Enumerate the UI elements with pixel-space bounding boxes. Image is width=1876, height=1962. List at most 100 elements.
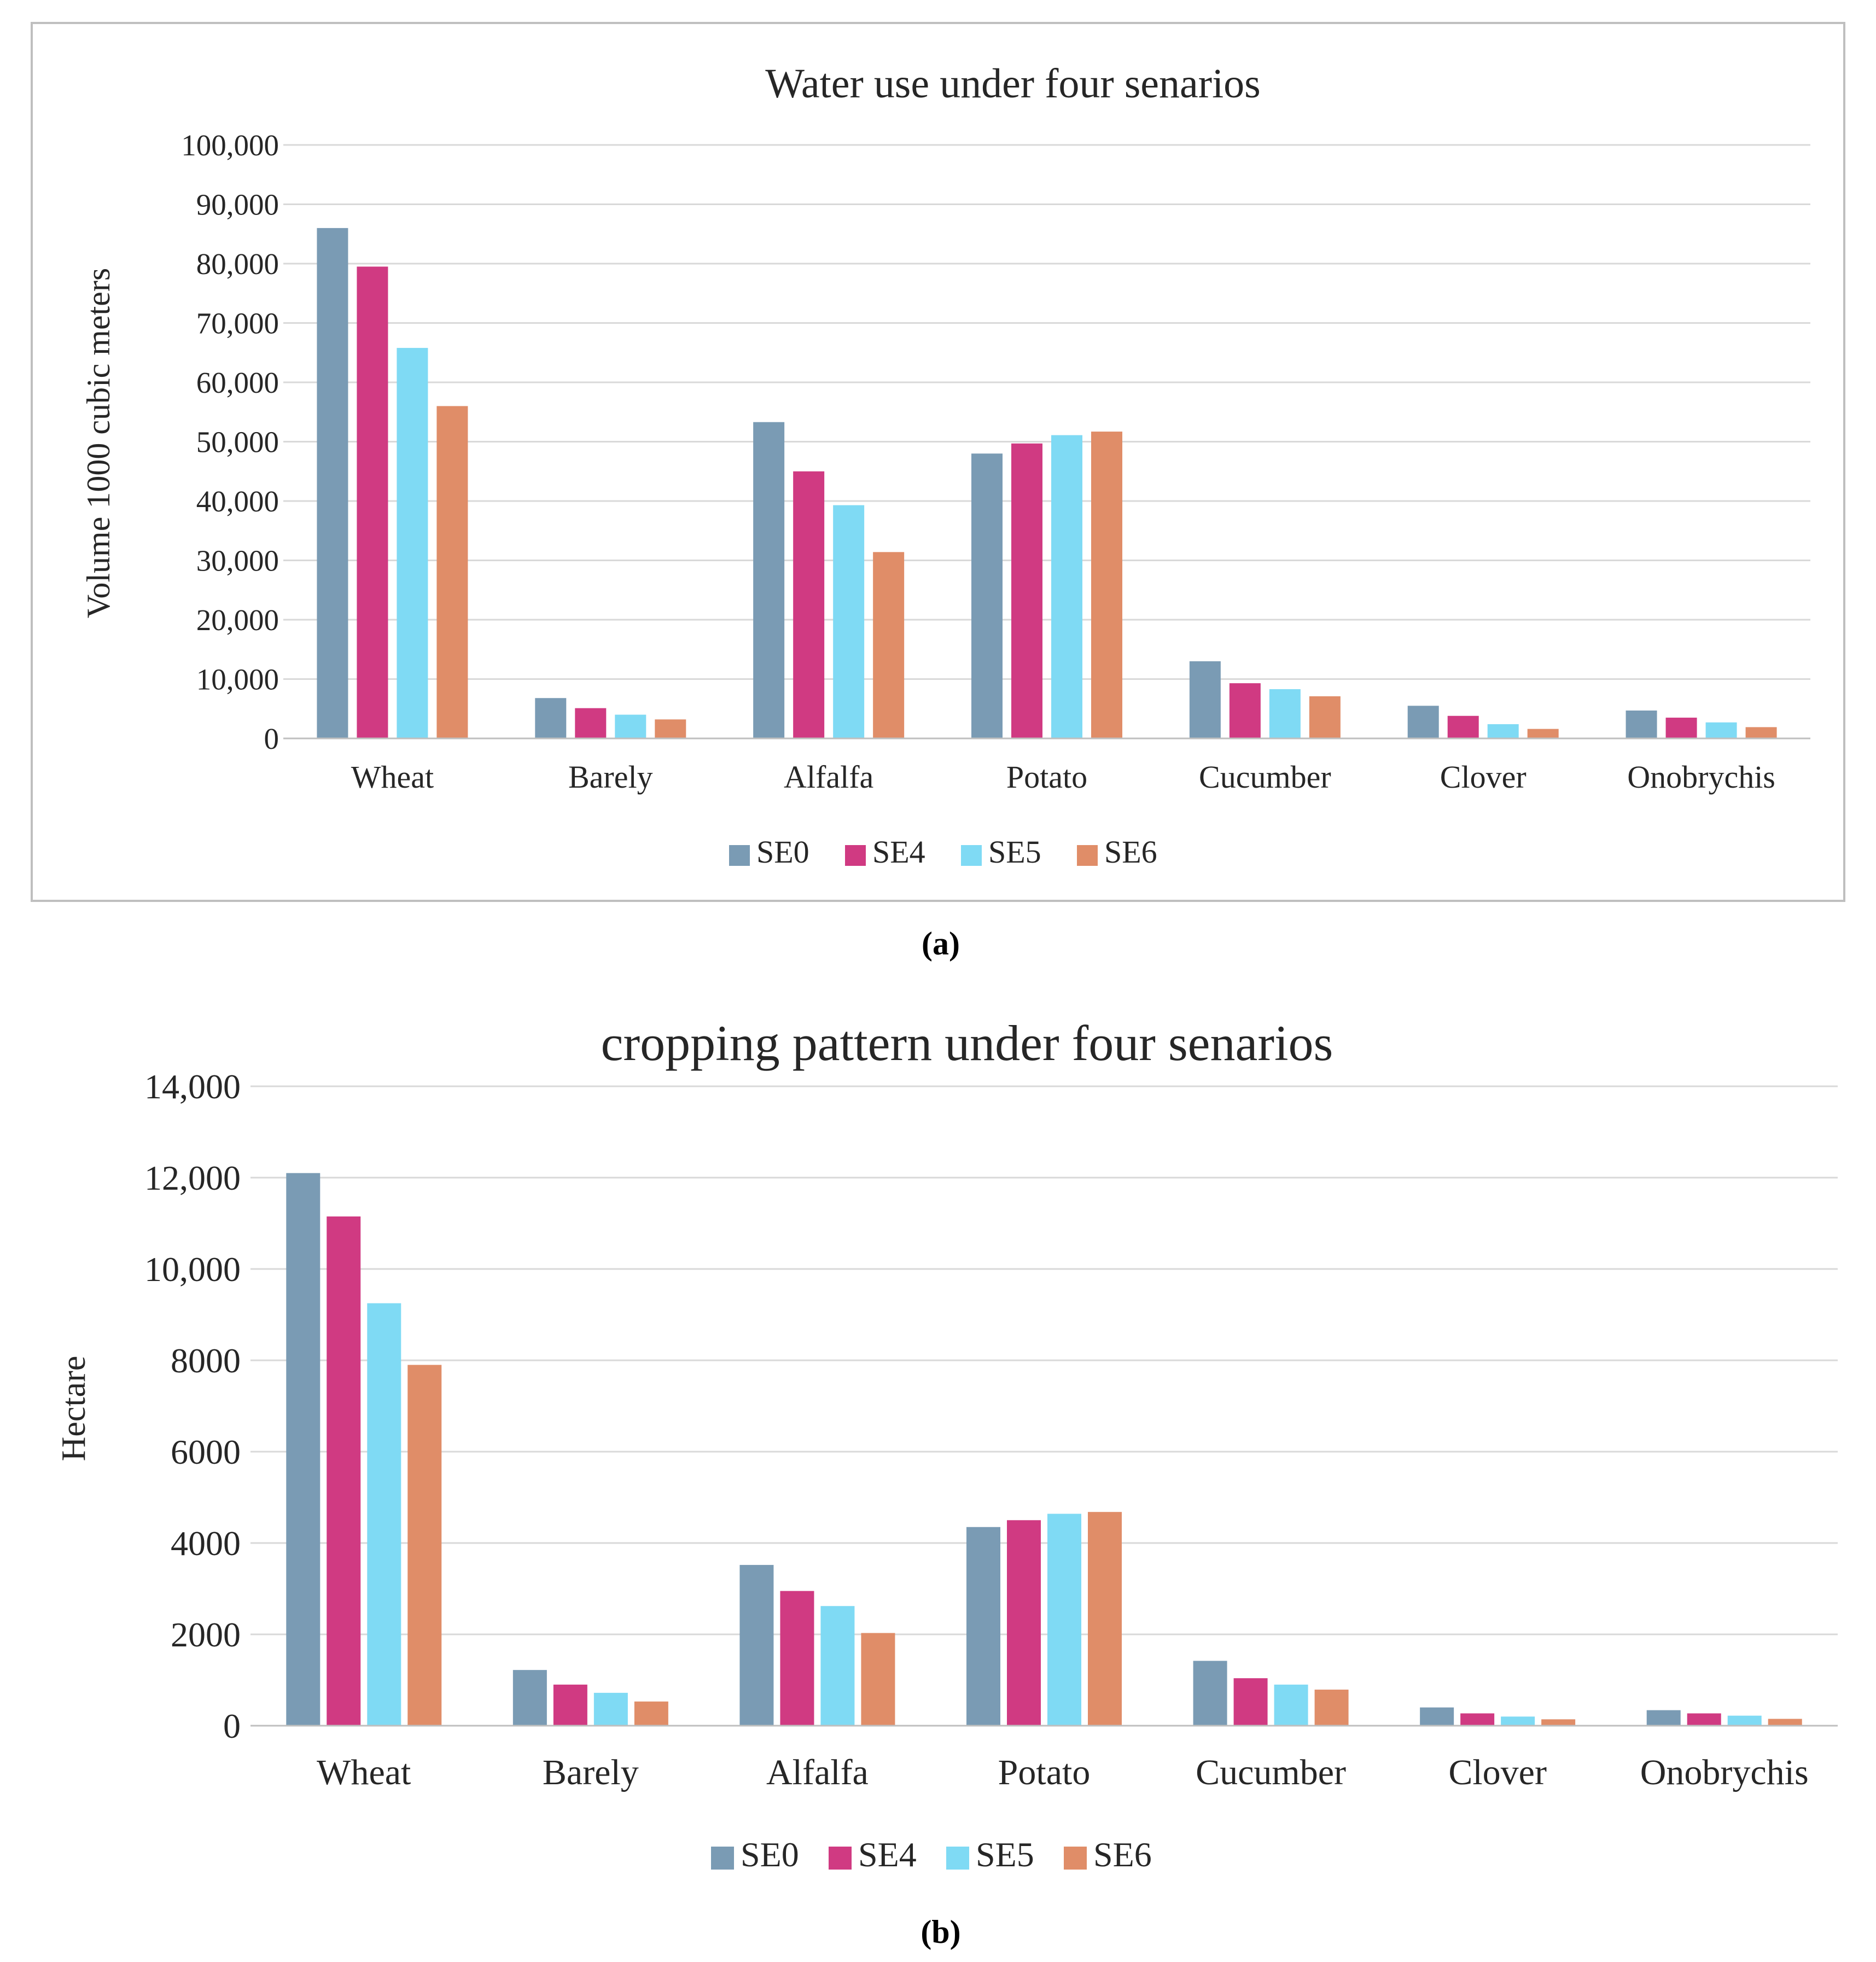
chart-a-title: Water use under four senarios — [765, 61, 1261, 107]
b-bar-se5-barely — [593, 1692, 628, 1726]
chart-b-cropping-pattern: cropping pattern under four senarios Hec… — [55, 1015, 1838, 1874]
b-bar-se6-alfalfa — [861, 1633, 895, 1726]
b-y-tick-label: 0 — [223, 1707, 241, 1745]
a-legend-swatch-se0 — [729, 845, 750, 866]
chart-b-bars — [286, 1173, 1802, 1726]
chart-a-legend: SE0 SE4 SE5 SE6 — [729, 834, 1157, 870]
b-bar-se4-cucumber — [1233, 1678, 1268, 1726]
a-legend-label-se6: SE6 — [1104, 834, 1157, 870]
b-bar-se6-clover — [1541, 1719, 1576, 1726]
b-bar-se4-onobrychis — [1687, 1713, 1721, 1726]
panel-label-a: (a) — [922, 925, 960, 962]
chart-b-y-axis-label: Hectare — [55, 1356, 92, 1462]
b-bar-se0-barely — [512, 1670, 547, 1726]
a-bar-se5-potato — [1051, 435, 1082, 738]
chart-a-bars — [317, 228, 1777, 738]
a-y-tick-label: 60,000 — [196, 366, 279, 399]
a-bar-se5-cucumber — [1269, 689, 1301, 738]
a-bar-se4-onobrychis — [1665, 718, 1697, 738]
b-y-tick-label: 6000 — [171, 1433, 241, 1471]
b-bar-se4-barely — [553, 1684, 587, 1726]
chart-a-category-labels: Wheat Barely Alfalfa Potato Cucumber Clover On… — [351, 759, 1775, 795]
b-legend-label-se6: SE6 — [1093, 1835, 1152, 1874]
a-legend-swatch-se4 — [845, 845, 866, 866]
a-y-tick-label: 0 — [264, 722, 279, 755]
b-bar-se0-potato — [966, 1527, 1000, 1726]
a-bar-se5-onobrychis — [1705, 722, 1737, 738]
b-bar-se5-wheat — [367, 1303, 401, 1726]
a-category-label: Potato — [1006, 759, 1087, 795]
a-bar-se4-alfalfa — [793, 471, 825, 738]
b-bar-se5-cucumber — [1274, 1684, 1308, 1726]
a-legend-label-se5: SE5 — [988, 834, 1041, 870]
a-bar-se0-potato — [971, 453, 1003, 738]
a-bar-se6-cucumber — [1309, 696, 1341, 738]
a-bar-se0-onobrychis — [1626, 711, 1657, 738]
a-bar-se4-cucumber — [1229, 683, 1261, 738]
b-bar-se5-onobrychis — [1727, 1715, 1762, 1726]
b-y-tick-label: 12,000 — [144, 1158, 241, 1197]
a-bar-se4-wheat — [357, 266, 388, 738]
b-legend-label-se4: SE4 — [858, 1835, 917, 1874]
b-bar-se6-cucumber — [1314, 1690, 1349, 1726]
a-bar-se4-clover — [1447, 715, 1479, 738]
b-y-tick-label: 14,000 — [144, 1067, 241, 1106]
a-bar-se6-potato — [1091, 432, 1122, 738]
panel-label-b: (b) — [920, 1914, 960, 1950]
b-y-tick-label: 8000 — [171, 1341, 241, 1380]
a-bar-se0-clover — [1407, 706, 1439, 738]
a-bar-se0-wheat — [317, 228, 348, 738]
a-category-label: Alfalfa — [784, 759, 873, 795]
chart-b-gridlines — [250, 1085, 1838, 1635]
b-bar-se6-barely — [634, 1701, 668, 1726]
chart-a-gridlines — [283, 144, 1810, 680]
b-bar-se4-clover — [1460, 1713, 1495, 1726]
a-bar-se6-clover — [1527, 729, 1559, 738]
b-legend-label-se5: SE5 — [976, 1835, 1034, 1874]
chart-a-y-tick-labels: 0 10,000 20,000 30,000 40,000 50,000 60,000 70,… — [181, 129, 279, 755]
b-y-tick-label: 10,000 — [144, 1250, 241, 1289]
b-bar-se6-wheat — [407, 1365, 442, 1726]
b-category-label: Potato — [998, 1753, 1091, 1792]
a-legend-swatch-se6 — [1077, 845, 1098, 866]
a-y-tick-label: 70,000 — [196, 307, 279, 340]
a-category-label: Wheat — [351, 759, 434, 795]
b-category-label: Alfalfa — [766, 1753, 869, 1792]
a-legend-label-se4: SE4 — [872, 834, 925, 870]
a-bar-se4-barely — [575, 708, 607, 738]
a-category-label: Cucumber — [1199, 759, 1331, 795]
a-y-tick-label: 50,000 — [196, 426, 279, 459]
b-legend-swatch-se6 — [1064, 1847, 1087, 1870]
chart-b-y-tick-labels: 0 2000 4000 6000 8000 10,000 12,000 14,000 — [144, 1067, 241, 1745]
b-bar-se0-alfalfa — [739, 1565, 774, 1726]
b-bar-se0-onobrychis — [1646, 1710, 1681, 1726]
a-bar-se5-barely — [615, 714, 646, 738]
a-bar-se6-barely — [655, 719, 686, 738]
a-bar-se4-potato — [1011, 443, 1042, 738]
a-bar-se5-clover — [1487, 724, 1519, 738]
b-bar-se5-alfalfa — [820, 1606, 855, 1726]
a-y-tick-label: 30,000 — [196, 544, 279, 578]
a-bar-se0-alfalfa — [753, 422, 785, 738]
b-category-label: Cucumber — [1196, 1753, 1346, 1792]
b-legend-swatch-se5 — [946, 1847, 969, 1870]
a-y-tick-label: 20,000 — [196, 603, 279, 637]
b-bar-se0-wheat — [286, 1173, 321, 1726]
b-category-label: Clover — [1448, 1753, 1547, 1792]
a-bar-se6-alfalfa — [873, 552, 905, 738]
b-bar-se5-potato — [1047, 1513, 1081, 1726]
chart-b-legend: SE0 SE4 SE5 SE6 — [711, 1835, 1152, 1874]
chart-a-y-axis-label: Volume 1000 cubic meters — [80, 268, 116, 618]
a-y-tick-label: 90,000 — [196, 188, 279, 222]
b-bar-se5-clover — [1501, 1716, 1535, 1726]
a-bar-se6-onobrychis — [1745, 727, 1777, 738]
chart-a-frame — [31, 22, 1845, 902]
a-bar-se0-cucumber — [1189, 661, 1221, 738]
b-bar-se0-cucumber — [1193, 1661, 1227, 1726]
a-y-tick-label: 10,000 — [196, 663, 279, 696]
a-bar-se5-wheat — [397, 348, 428, 738]
a-legend-label-se0: SE0 — [756, 834, 809, 870]
b-category-label: Onobrychis — [1640, 1753, 1809, 1792]
a-bar-se6-wheat — [436, 406, 468, 738]
b-y-tick-label: 4000 — [171, 1524, 241, 1563]
